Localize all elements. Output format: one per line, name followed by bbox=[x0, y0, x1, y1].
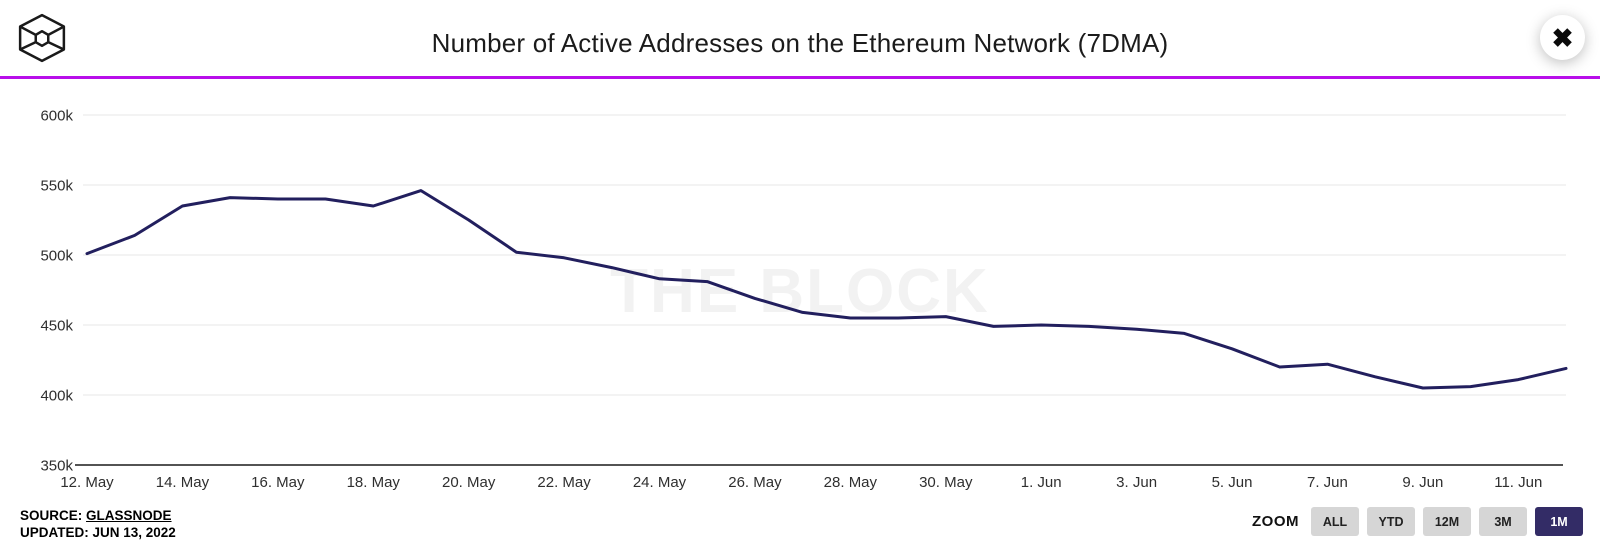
source-prefix: SOURCE: bbox=[20, 508, 83, 523]
close-button[interactable]: ✖ bbox=[1540, 15, 1585, 60]
x-axis-tick-label: 20. May bbox=[442, 474, 496, 491]
zoom-button-12m[interactable]: 12M bbox=[1423, 507, 1471, 536]
zoom-controls: ZOOM ALL YTD 12M 3M 1M bbox=[1252, 507, 1583, 536]
x-axis-tick-label: 9. Jun bbox=[1402, 474, 1443, 491]
y-axis-tick-label: 450k bbox=[40, 318, 73, 335]
x-axis-tick-label: 26. May bbox=[728, 474, 782, 491]
x-axis-tick-label: 12. May bbox=[60, 474, 114, 491]
header: Number of Active Addresses on the Ethere… bbox=[0, 0, 1600, 76]
y-axis-tick-label: 600k bbox=[40, 108, 73, 125]
x-axis-tick-label: 11. Jun bbox=[1494, 474, 1542, 491]
x-axis-tick-label: 16. May bbox=[251, 474, 305, 491]
source-block: SOURCE: GLASSNODE UPDATED: JUN 13, 2022 bbox=[20, 507, 176, 541]
updated-line: UPDATED: JUN 13, 2022 bbox=[20, 525, 176, 540]
data-line-series bbox=[85, 189, 1568, 390]
close-icon: ✖ bbox=[1551, 22, 1574, 53]
chart-title: Number of Active Addresses on the Ethere… bbox=[431, 28, 1169, 58]
x-axis-tick-label: 22. May bbox=[537, 474, 591, 491]
watermark-text: THE BLOCK bbox=[610, 257, 990, 326]
zoom-button-all[interactable]: ALL bbox=[1311, 507, 1359, 536]
x-axis-tick-label: 1. Jun bbox=[1021, 474, 1062, 491]
y-axis-tick-label: 400k bbox=[40, 388, 73, 405]
zoom-button-3m[interactable]: 3M bbox=[1479, 507, 1527, 536]
zoom-button-1m[interactable]: 1M bbox=[1535, 507, 1583, 536]
x-axis-tick-label: 18. May bbox=[347, 474, 401, 491]
source-line: SOURCE: GLASSNODE bbox=[20, 507, 176, 524]
zoom-button-ytd[interactable]: YTD bbox=[1367, 507, 1415, 536]
y-axis-tick-label: 350k bbox=[40, 458, 73, 475]
brand-divider bbox=[0, 76, 1600, 79]
x-axis-tick-label: 28. May bbox=[824, 474, 878, 491]
the-block-logo-icon bbox=[18, 13, 66, 63]
x-axis-tick-label: 7. Jun bbox=[1307, 474, 1348, 491]
x-axis-tick-label: 24. May bbox=[633, 474, 687, 491]
y-axis-tick-label: 500k bbox=[40, 248, 73, 265]
zoom-label: ZOOM bbox=[1252, 513, 1299, 530]
x-axis-tick-label: 30. May bbox=[919, 474, 973, 491]
source-link[interactable]: GLASSNODE bbox=[86, 508, 172, 523]
y-axis-tick-label: 550k bbox=[40, 178, 73, 195]
x-axis-tick-label: 14. May bbox=[156, 474, 210, 491]
x-axis-tick-label: 5. Jun bbox=[1212, 474, 1253, 491]
x-axis-tick-label: 3. Jun bbox=[1116, 474, 1157, 491]
